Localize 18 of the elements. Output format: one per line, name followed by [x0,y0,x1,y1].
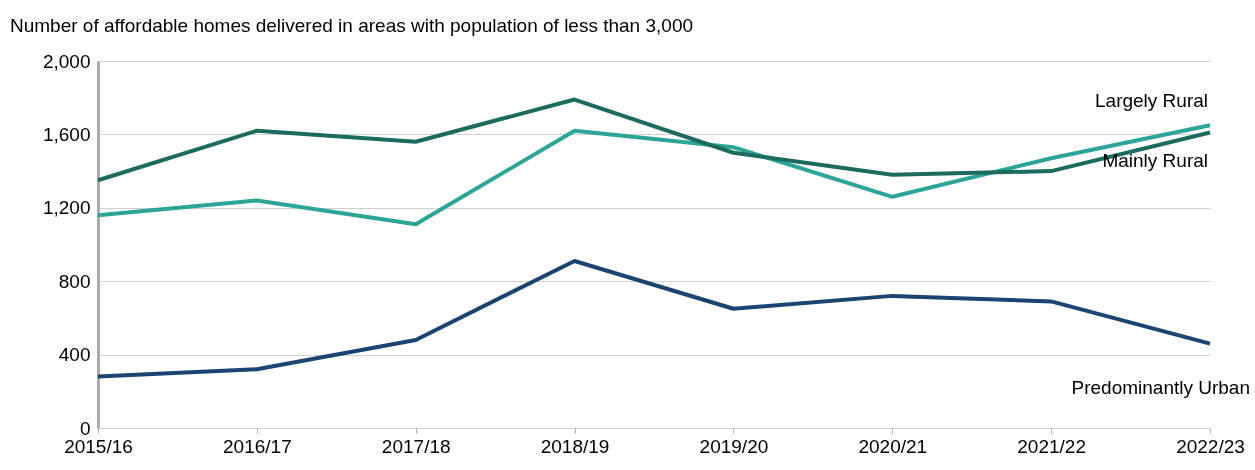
y-tick-label: 2,000 [42,50,91,72]
series-label: Largely Rural [1095,90,1208,112]
x-tick-label: 2018/19 [540,435,610,457]
chart-title: Number of affordable homes delivered in areas with population of less than 3,000 [10,15,694,36]
x-tick-label: 2019/20 [699,435,769,457]
x-tick-label: 2017/18 [381,435,451,457]
line-series [96,259,1212,379]
x-tick-label: 2020/21 [858,435,928,457]
x-tick-label: 2022/23 [1176,435,1245,457]
y-tick-label: 400 [58,344,91,366]
y-tick-label: 1,600 [42,123,91,145]
y-tick-label: 1,200 [42,197,91,219]
x-tick-label: 2016/17 [223,435,292,457]
y-tick-label: 800 [58,270,91,292]
line-series [96,123,1212,227]
series-label: Mainly Rural [1102,149,1208,171]
text: Predominantly Urban [1071,376,1250,398]
x-tick-label: 2021/22 [1017,435,1086,457]
